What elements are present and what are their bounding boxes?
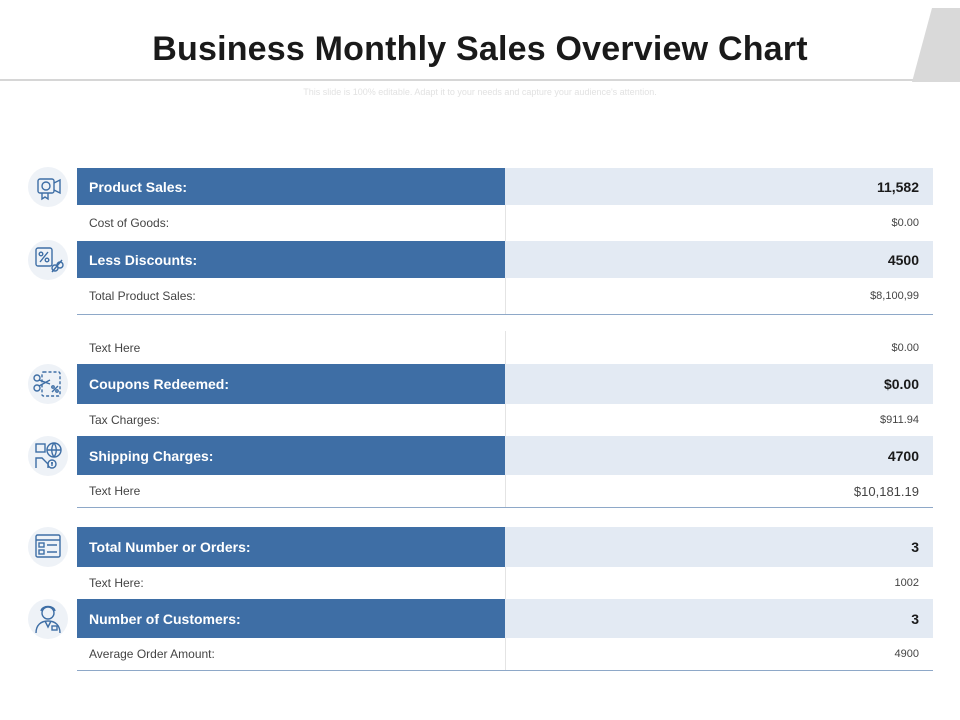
row-label: Product Sales:: [77, 168, 505, 205]
table-row: Total Product Sales: $8,100,99: [77, 278, 933, 315]
row-label: Coupons Redeemed:: [77, 364, 505, 404]
megaphone-icon: [26, 165, 70, 209]
table-row: Number of Customers: 3: [77, 599, 933, 638]
table-row: Less Discounts: 4500: [77, 241, 933, 278]
global-shipping-icon: [26, 434, 70, 478]
row-value: $0.00: [505, 331, 933, 364]
corner-decoration: [912, 8, 960, 82]
coupon-scissors-icon: [26, 362, 70, 406]
table-row: Text Here $0.00: [77, 331, 933, 364]
discount-icon: [26, 238, 70, 282]
row-value: 3: [505, 527, 933, 567]
page-subtitle: This slide is 100% editable. Adapt it to…: [303, 87, 657, 97]
table-row: Cost of Goods: $0.00: [77, 205, 933, 241]
row-label: Number of Customers:: [77, 599, 505, 638]
row-value: 1002: [505, 567, 933, 599]
title-divider: [0, 79, 915, 81]
table-row: Text Here: 1002: [77, 567, 933, 599]
row-label: Shipping Charges:: [77, 436, 505, 475]
table-row: Text Here $10,181.19: [77, 475, 933, 508]
row-label: Text Here: [77, 331, 505, 364]
row-value: $0.00: [505, 205, 933, 241]
row-label: Text Here: [77, 475, 505, 507]
row-value: $8,100,99: [505, 278, 933, 314]
row-value: $10,181.19: [505, 475, 933, 507]
row-label: Less Discounts:: [77, 241, 505, 278]
row-value: $0.00: [505, 364, 933, 404]
row-label: Total Product Sales:: [77, 278, 505, 314]
row-label: Cost of Goods:: [77, 205, 505, 241]
row-label: Total Number or Orders:: [77, 527, 505, 567]
table-row: Shipping Charges: 4700: [77, 436, 933, 475]
table-row: Tax Charges: $911.94: [77, 404, 933, 436]
table-row: Average Order Amount: 4900: [77, 638, 933, 671]
row-value: 11,582: [505, 168, 933, 205]
table-row: Coupons Redeemed: $0.00: [77, 364, 933, 404]
table-row: Product Sales: 11,582: [77, 168, 933, 205]
row-value: 4700: [505, 436, 933, 475]
table-row: Total Number or Orders: 3: [77, 527, 933, 567]
row-label: Average Order Amount:: [77, 638, 505, 670]
order-list-icon: [26, 525, 70, 569]
row-label: Tax Charges:: [77, 404, 505, 436]
row-value: 4500: [505, 241, 933, 278]
row-value: $911.94: [505, 404, 933, 436]
row-value: 4900: [505, 638, 933, 670]
row-label: Text Here:: [77, 567, 505, 599]
page-title: Business Monthly Sales Overview Chart: [152, 30, 808, 68]
row-value: 3: [505, 599, 933, 638]
customer-icon: [26, 597, 70, 641]
